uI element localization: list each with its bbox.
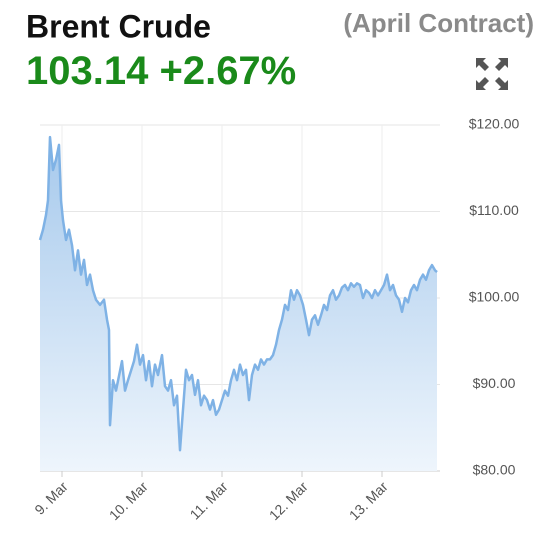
y-tick-label: $100.00 — [469, 289, 520, 305]
price-value: 103.14 — [26, 49, 149, 93]
price-change: +2.67% — [159, 49, 296, 93]
line — [38, 135, 438, 452]
expand-icon[interactable] — [476, 58, 508, 90]
y-tick-label: $80.00 — [473, 462, 516, 478]
chart-subtitle: (April Contract) — [343, 8, 534, 38]
x-tick-label: 11. Mar — [187, 478, 231, 522]
y-tick-label: $110.00 — [469, 202, 519, 218]
chart-title: Brent Crude — [26, 8, 211, 44]
price: 103.14 +2.67% — [26, 49, 296, 93]
x-tick-label: 9. Mar — [31, 478, 71, 518]
y-tick-label: $120.00 — [469, 116, 520, 132]
x-tick-label: 13. Mar — [346, 478, 391, 523]
x-tick-label: 10. Mar — [106, 478, 151, 523]
area — [40, 137, 437, 471]
x-tick-label: 12. Mar — [266, 478, 311, 523]
y-tick-label: $90.00 — [473, 375, 516, 391]
